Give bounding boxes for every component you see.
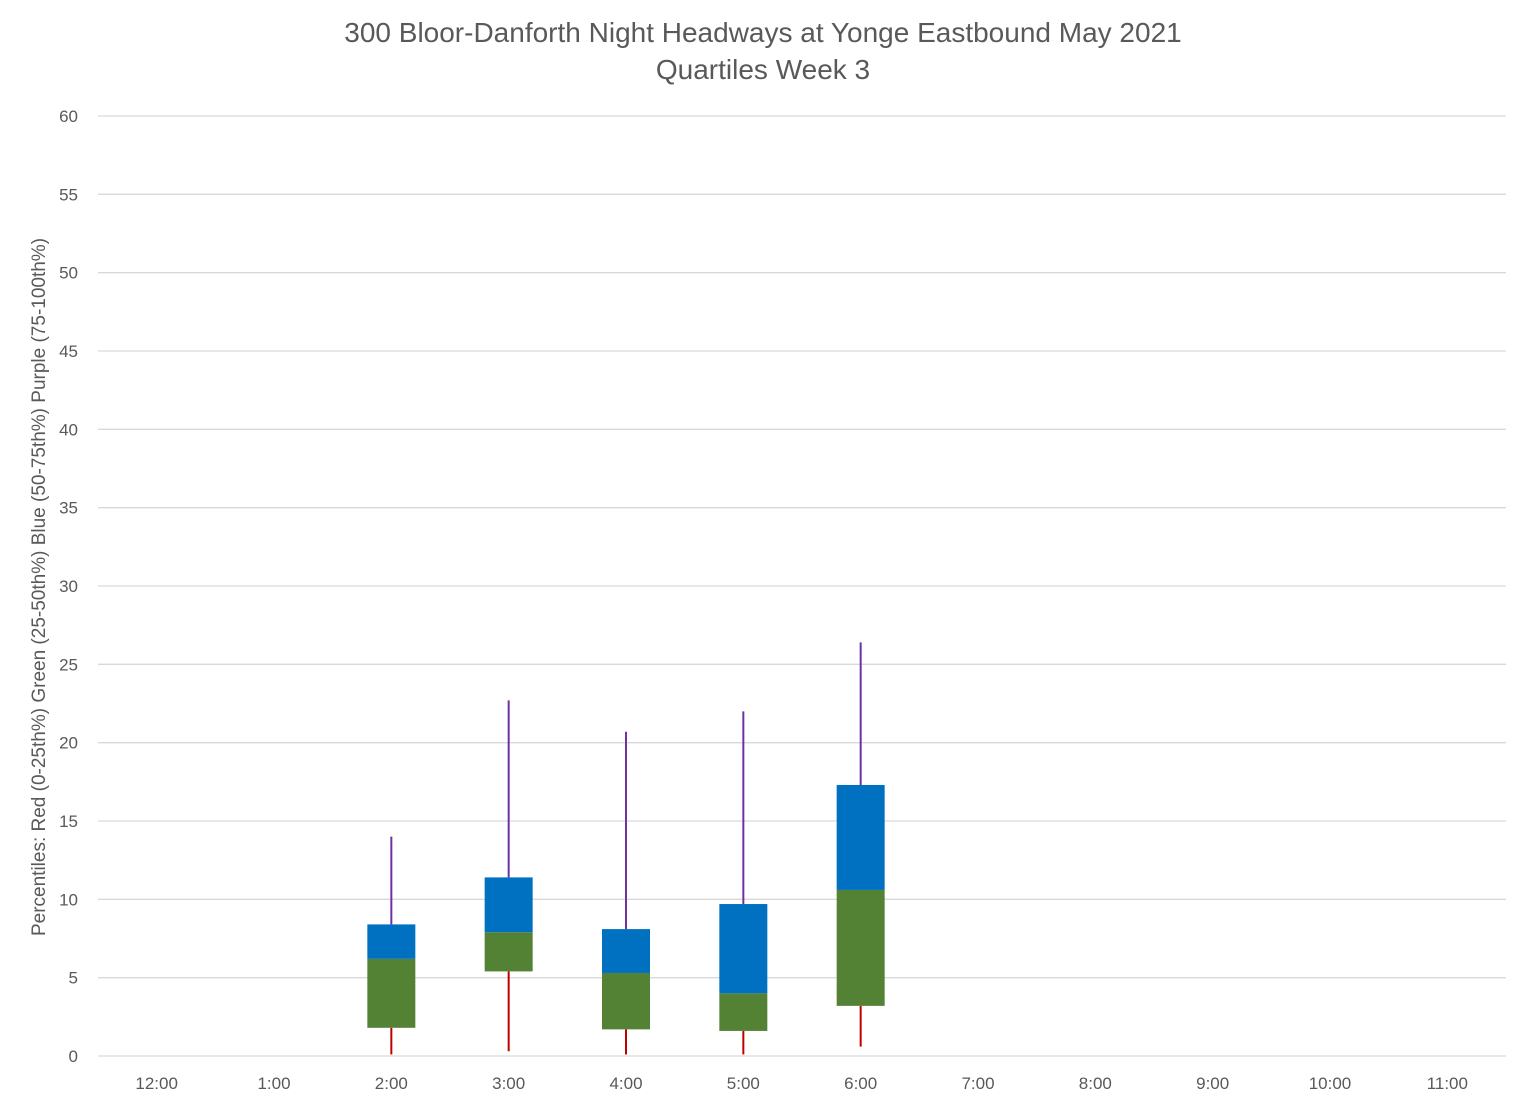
chart-subtitle: Quartiles Week 3 <box>656 54 870 85</box>
x-axis-ticks: 12:00 1:00 2:00 3:00 4:00 5:00 6:00 7:00 8:00 9:0… <box>135 1074 1468 1093</box>
x-tick-label-7-00: 7:00 <box>961 1074 994 1093</box>
x-tick-label-4-00: 4:00 <box>609 1074 642 1093</box>
lower-box-4-00 <box>602 972 650 1030</box>
x-tick-label-8-00: 8:00 <box>1079 1074 1112 1093</box>
y-tick-label-15: 15 <box>59 812 78 831</box>
y-tick-label-40: 40 <box>59 420 78 439</box>
y-tick-label-55: 55 <box>59 185 78 204</box>
y-axis-label: Percentiles: Red (0-25th%) Green (25-50t… <box>29 238 50 936</box>
y-tick-label-35: 35 <box>59 499 78 518</box>
upper-box-2-00 <box>367 924 416 959</box>
x-tick-label-10-00: 10:00 <box>1309 1074 1352 1093</box>
upper-box-5-00 <box>719 904 768 994</box>
x-tick-label-1-00: 1:00 <box>257 1074 290 1093</box>
y-tick-label-60: 60 <box>59 107 78 126</box>
y-tick-label-5: 5 <box>69 969 78 988</box>
upper-box-4-00 <box>602 929 650 973</box>
y-tick-label-25: 25 <box>59 655 78 674</box>
upper-box-3-00 <box>484 877 533 933</box>
y-tick-label-10: 10 <box>59 890 78 909</box>
lower-box-3-00 <box>484 932 533 972</box>
box-plots <box>367 642 885 1055</box>
y-tick-label-0: 0 <box>69 1047 78 1066</box>
x-tick-label-3-00: 3:00 <box>492 1074 525 1093</box>
y-tick-label-50: 50 <box>59 264 78 283</box>
lower-box-6-00 <box>836 889 885 1006</box>
x-tick-label-11-00: 11:00 <box>1427 1074 1468 1093</box>
y-tick-label-45: 45 <box>59 342 78 361</box>
x-tick-label-12-00: 12:00 <box>135 1074 178 1093</box>
x-tick-label-6-00: 6:00 <box>844 1074 877 1093</box>
x-tick-label-5-00: 5:00 <box>727 1074 760 1093</box>
chart-title: 300 Bloor-Danforth Night Headways at Yon… <box>344 17 1181 48</box>
lower-box-5-00 <box>719 993 768 1031</box>
upper-box-6-00 <box>836 784 885 890</box>
x-tick-label-2-00: 2:00 <box>375 1074 408 1093</box>
y-axis-ticks: 0 5 10 15 20 25 30 35 40 45 50 55 60 <box>59 107 78 1066</box>
x-tick-label-9-00: 9:00 <box>1196 1074 1229 1093</box>
gridlines <box>98 115 1506 1057</box>
y-tick-label-30: 30 <box>59 577 78 596</box>
y-tick-label-20: 20 <box>59 734 78 753</box>
lower-box-2-00 <box>367 958 416 1028</box>
